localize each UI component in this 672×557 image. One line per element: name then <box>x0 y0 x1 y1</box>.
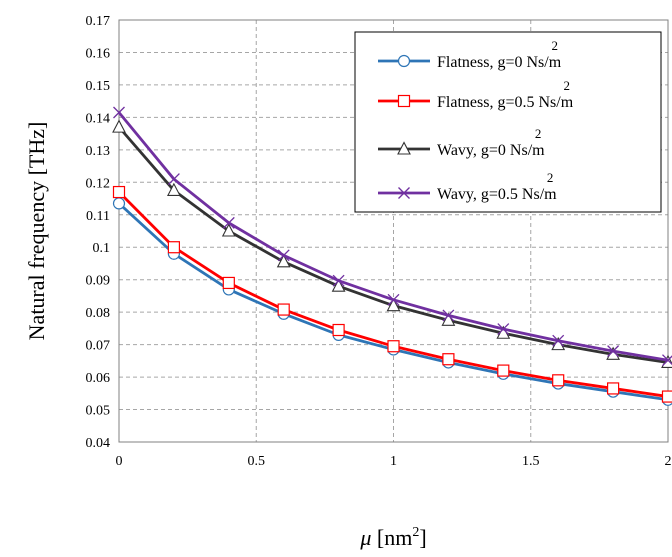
series-point-stroke <box>167 173 180 186</box>
x-tick-label: 2 <box>665 454 672 469</box>
y-tick-label: 0.15 <box>86 79 111 94</box>
series-point <box>221 223 236 237</box>
series-point <box>497 364 510 377</box>
series-point <box>442 309 455 322</box>
legend-label: Flatness, g=0.5 Ns/m <box>437 94 574 111</box>
series-point <box>112 185 126 199</box>
series-point <box>552 374 565 387</box>
series-point-stroke <box>332 274 345 287</box>
series-point <box>112 197 126 210</box>
series-point <box>332 323 345 337</box>
legend-label-exponent: 2 <box>535 126 542 141</box>
y-tick-label: 0.1 <box>93 241 111 256</box>
series-point <box>222 276 235 290</box>
y-tick-label: 0.13 <box>86 144 111 159</box>
series-point-stroke <box>497 323 510 335</box>
legend-entry: Wavy, g=0 Ns/m2 <box>378 126 545 159</box>
series-point-stroke <box>222 216 235 229</box>
legend-label: Wavy, g=0 Ns/m <box>437 142 545 159</box>
y-tick-label: 0.16 <box>86 46 111 61</box>
x-axis-unit: [nm <box>371 525 412 550</box>
legend-label: Wavy, g=0.5 Ns/m <box>437 186 557 203</box>
y-tick-label: 0.06 <box>86 371 111 386</box>
series-point-stroke <box>277 249 290 262</box>
y-tick-label: 0.05 <box>86 404 111 419</box>
x-axis-unit-exponent: 2 <box>412 525 419 540</box>
series-point <box>552 334 565 347</box>
legend-entry: Flatness, g=0 Ns/m2 <box>378 38 562 71</box>
x-tick-label: 1 <box>390 454 397 469</box>
series-point <box>112 119 126 133</box>
y-tick-label: 0.09 <box>86 274 111 289</box>
series-point <box>113 106 125 119</box>
series-point-stroke <box>552 334 565 347</box>
grid <box>119 20 668 442</box>
series-point <box>167 173 180 186</box>
series-point <box>661 390 672 403</box>
series-point <box>166 182 181 196</box>
plot-area-frame <box>118 19 669 443</box>
x-axis-symbol: μ <box>359 525 371 550</box>
x-tick-label: 0.5 <box>248 454 266 469</box>
series-point <box>397 54 411 68</box>
series <box>112 185 672 403</box>
y-axis-title: Natural frequency [THz] <box>24 122 49 341</box>
legend-label-exponent: 2 <box>547 170 554 185</box>
series-point-stroke <box>442 309 455 322</box>
y-tick-label: 0.11 <box>86 209 110 224</box>
legend-label: Flatness, g=0 Ns/m <box>437 54 562 71</box>
y-tick-label: 0.04 <box>86 436 111 451</box>
tick-labels: 0.04 0.05 0.06 0.07 0.08 0.09 0.1 0.11 0.12 0.13 0… <box>86 14 672 469</box>
series-point <box>277 303 290 316</box>
series-point <box>276 254 291 268</box>
legend-label-exponent: 2 <box>551 38 558 53</box>
y-tick-label: 0.07 <box>86 339 111 354</box>
y-tick-label: 0.14 <box>86 111 111 126</box>
series-point <box>387 340 400 353</box>
y-tick-label: 0.17 <box>86 14 111 29</box>
series-point <box>441 312 456 326</box>
legend-entry: Flatness, g=0.5 Ns/m2 <box>378 78 574 111</box>
series-point-stroke <box>113 106 125 119</box>
series-point <box>607 345 620 358</box>
series-point <box>167 241 180 254</box>
series-point-stroke <box>387 293 400 306</box>
series-point <box>277 249 290 262</box>
series-point <box>386 297 401 312</box>
series-point <box>497 323 510 335</box>
series-point <box>387 293 400 306</box>
series-point <box>332 274 345 287</box>
series-point <box>398 187 410 199</box>
series-layer <box>112 106 672 406</box>
x-axis-unit-close: ] <box>419 525 426 550</box>
series <box>113 106 672 367</box>
legend-label-exponent: 2 <box>563 78 570 93</box>
legend-entry: Wavy, g=0.5 Ns/m2 <box>378 170 557 203</box>
series-point <box>397 141 411 155</box>
series-point <box>606 382 620 395</box>
series-point <box>331 278 346 292</box>
series-point-stroke <box>607 345 620 358</box>
x-tick-label: 0 <box>116 454 123 469</box>
x-axis-title: μ [nm2] <box>359 525 426 550</box>
series <box>112 119 672 369</box>
series-point-stroke <box>398 187 410 199</box>
x-tick-label: 1.5 <box>522 454 540 469</box>
series-point <box>397 94 411 108</box>
series-point <box>222 216 235 229</box>
y-tick-label: 0.12 <box>86 176 111 191</box>
series-point <box>442 353 455 366</box>
y-tick-label: 0.08 <box>86 306 111 321</box>
